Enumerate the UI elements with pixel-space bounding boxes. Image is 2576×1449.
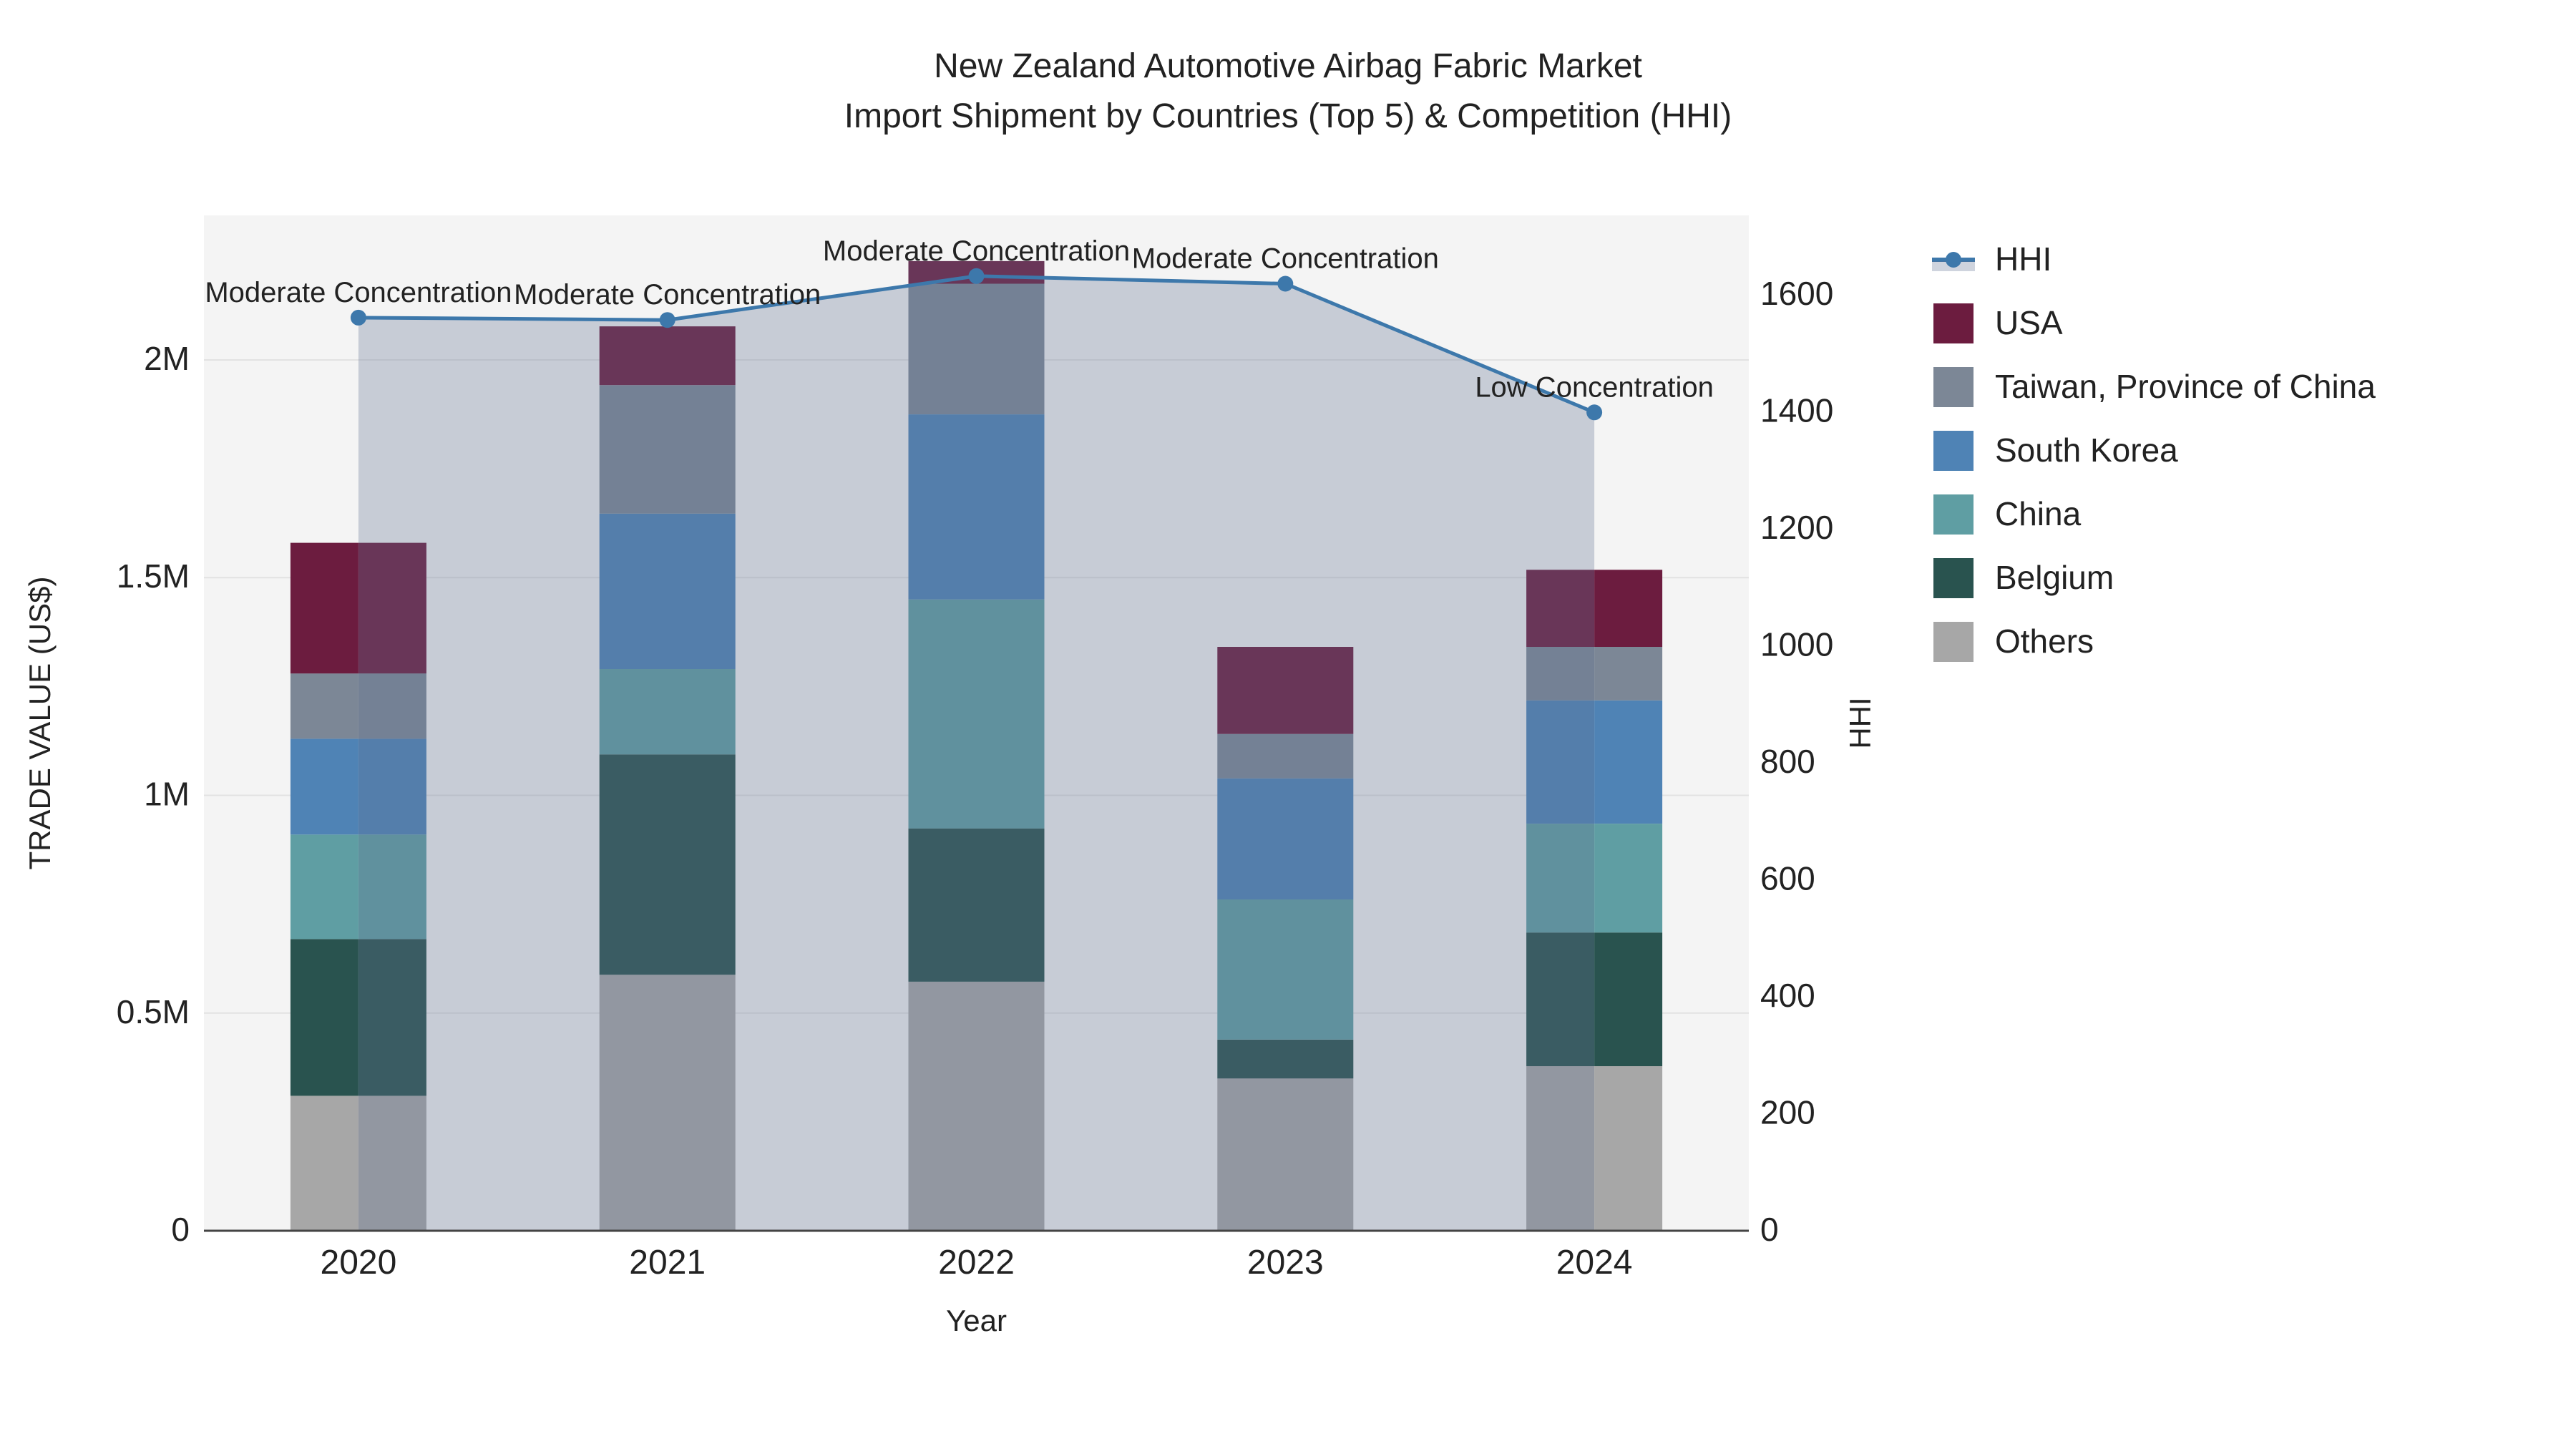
svg-text:2M: 2M — [144, 340, 190, 377]
svg-text:400: 400 — [1760, 977, 1815, 1014]
svg-text:South Korea: South Korea — [1995, 431, 2178, 469]
svg-text:Moderate Concentration: Moderate Concentration — [205, 277, 512, 308]
svg-text:Moderate Concentration: Moderate Concentration — [823, 235, 1130, 267]
svg-text:China: China — [1995, 495, 2082, 532]
svg-text:2020: 2020 — [321, 1244, 397, 1282]
svg-text:Taiwan, Province of China: Taiwan, Province of China — [1995, 368, 2376, 405]
svg-text:USA: USA — [1995, 304, 2063, 341]
svg-text:HHI: HHI — [1843, 697, 1877, 748]
svg-text:2023: 2023 — [1247, 1244, 1324, 1282]
svg-text:Moderate Concentration: Moderate Concentration — [514, 279, 821, 311]
svg-text:HHI: HHI — [1995, 240, 2051, 278]
svg-text:2021: 2021 — [629, 1244, 706, 1282]
svg-text:800: 800 — [1760, 743, 1815, 780]
svg-text:2022: 2022 — [938, 1244, 1015, 1282]
svg-text:2024: 2024 — [1556, 1244, 1633, 1282]
svg-text:1.5M: 1.5M — [117, 557, 190, 595]
svg-text:200: 200 — [1760, 1094, 1815, 1131]
svg-text:1M: 1M — [144, 776, 190, 813]
svg-text:0.5M: 0.5M — [117, 993, 190, 1030]
svg-text:Belgium: Belgium — [1995, 559, 2114, 596]
svg-text:1600: 1600 — [1760, 275, 1833, 312]
svg-text:0: 0 — [1760, 1211, 1779, 1248]
svg-text:TRADE VALUE (US$): TRADE VALUE (US$) — [23, 577, 57, 870]
svg-text:0: 0 — [171, 1211, 190, 1248]
svg-text:Year: Year — [946, 1304, 1007, 1337]
svg-text:1200: 1200 — [1760, 509, 1833, 546]
svg-text:1400: 1400 — [1760, 392, 1833, 429]
svg-text:Others: Others — [1995, 623, 2094, 660]
svg-text:Moderate Concentration: Moderate Concentration — [1132, 243, 1439, 275]
svg-text:1000: 1000 — [1760, 626, 1833, 663]
svg-text:600: 600 — [1760, 860, 1815, 897]
svg-text:Low Concentration: Low Concentration — [1475, 371, 1714, 403]
